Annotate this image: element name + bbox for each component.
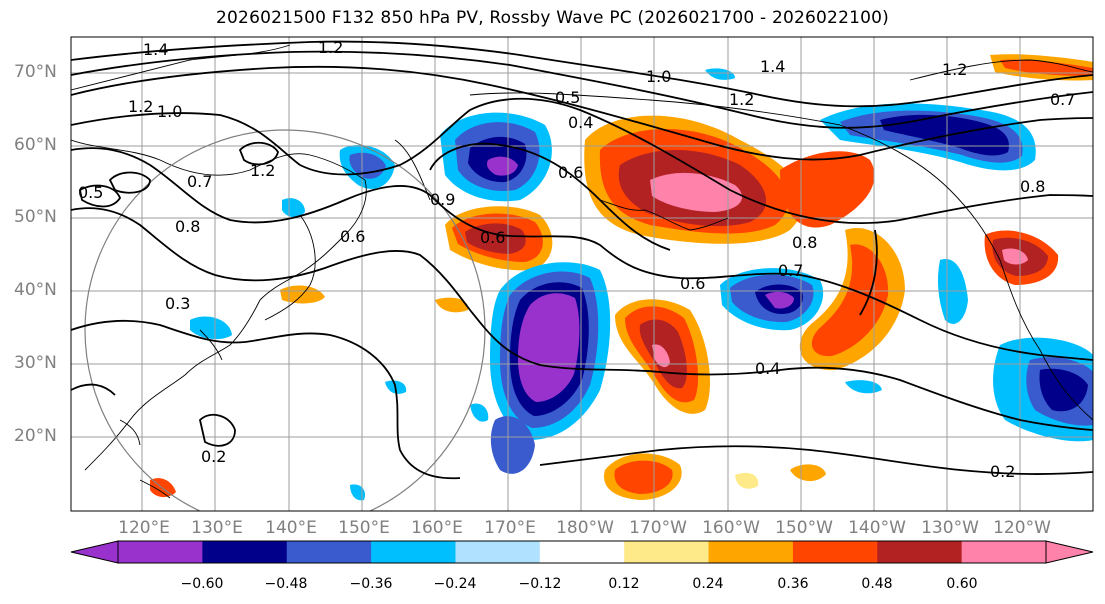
contour-label: 0.8 bbox=[792, 233, 817, 252]
colorbar-swatch bbox=[708, 541, 794, 563]
lat-label: 40°N bbox=[14, 280, 57, 300]
pv-contours bbox=[71, 40, 1093, 480]
contour-label: 1.2 bbox=[250, 161, 275, 180]
contour-label: 0.6 bbox=[680, 274, 705, 293]
contour-label: 0.2 bbox=[201, 447, 226, 466]
lon-label: 160°E bbox=[411, 518, 463, 538]
lon-label: 160°W bbox=[702, 518, 760, 538]
lon-label: 140°W bbox=[848, 518, 906, 538]
contour-label: 1.0 bbox=[157, 102, 182, 121]
colorbar-swatch bbox=[455, 541, 541, 563]
projection-circle bbox=[84, 129, 486, 511]
lon-label: 170°E bbox=[484, 518, 536, 538]
lon-label: 130°W bbox=[921, 518, 979, 538]
lat-label: 20°N bbox=[14, 426, 57, 446]
colorbar-tick-label: −0.36 bbox=[349, 576, 393, 592]
lon-label: 170°W bbox=[629, 518, 687, 538]
map-frame bbox=[70, 36, 1094, 512]
contour-label: 1.2 bbox=[942, 60, 967, 79]
contour-label: 0.3 bbox=[165, 294, 190, 313]
contour-label: 0.7 bbox=[778, 261, 803, 280]
colorbar-frame bbox=[117, 540, 1047, 564]
colorbar-swatch bbox=[624, 541, 710, 563]
colorbar-tick-label: −0.12 bbox=[518, 576, 562, 592]
lat-label: 30°N bbox=[14, 353, 57, 373]
lon-label: 180°W bbox=[556, 518, 614, 538]
colorbar-swatch bbox=[877, 541, 963, 563]
lat-label: 60°N bbox=[14, 135, 57, 155]
coastlines bbox=[71, 44, 1093, 499]
lat-label: 50°N bbox=[14, 207, 57, 227]
colorbar-swatch bbox=[371, 541, 456, 563]
lon-label: 140°E bbox=[265, 518, 317, 538]
colorbar-swatch bbox=[792, 541, 878, 563]
colorbar-tick-label: 0.48 bbox=[861, 576, 893, 592]
contour-label: 1.4 bbox=[143, 40, 168, 59]
contour-label: 0.5 bbox=[78, 183, 103, 202]
contour-label: 1.2 bbox=[729, 90, 754, 109]
lon-label: 150°W bbox=[775, 518, 833, 538]
colorbar-swatch bbox=[202, 541, 288, 563]
lat-label: 70°N bbox=[14, 62, 57, 82]
contour-label: 0.6 bbox=[558, 163, 583, 182]
contour-label-group: 1.4 1.2 1.2 1.0 1.2 0.5 0.7 0.8 0.9 0.4 … bbox=[78, 38, 1075, 481]
colorbar-tick-label: −0.48 bbox=[264, 576, 308, 592]
colorbar-tick-label: −0.60 bbox=[180, 576, 224, 592]
colorbar-extend-low bbox=[70, 540, 119, 564]
colorbar-extend-high bbox=[1045, 540, 1094, 564]
lon-label: 120°W bbox=[993, 518, 1051, 538]
contour-label: 0.4 bbox=[568, 113, 593, 132]
contour-label: 0.2 bbox=[990, 462, 1015, 481]
contour-label: 0.4 bbox=[755, 359, 780, 378]
contour-label: 0.8 bbox=[1020, 177, 1045, 196]
contour-label: 1.4 bbox=[760, 57, 785, 76]
contour-label: 0.6 bbox=[480, 228, 505, 247]
contour-label: 1.0 bbox=[646, 67, 671, 86]
colorbar-tick-label: 0.12 bbox=[608, 576, 640, 592]
contour-label: 1.2 bbox=[128, 97, 153, 116]
contour-label: 0.5 bbox=[555, 88, 580, 107]
contour-label: 0.9 bbox=[430, 190, 455, 209]
colorbar bbox=[70, 540, 1094, 564]
map-title: 2026021500 F132 850 hPa PV, Rossby Wave … bbox=[216, 8, 889, 28]
contour-label: 0.7 bbox=[187, 172, 212, 191]
lon-label: 130°E bbox=[191, 518, 243, 538]
colorbar-swatch bbox=[539, 541, 625, 563]
contour-label: 1.2 bbox=[318, 38, 343, 57]
contour-label: 0.7 bbox=[1050, 90, 1075, 109]
contour-label: 0.8 bbox=[175, 217, 200, 236]
lon-label: 120°E bbox=[118, 518, 170, 538]
colorbar-tick-label: 0.60 bbox=[946, 576, 978, 592]
graticule bbox=[71, 37, 1093, 511]
map-panel: 1.4 1.2 1.2 1.0 1.2 0.5 0.7 0.8 0.9 0.4 … bbox=[71, 37, 1093, 511]
lon-label: 150°E bbox=[338, 518, 390, 538]
colorbar-swatch bbox=[118, 541, 203, 563]
colorbar-swatch bbox=[961, 541, 1047, 563]
colorbar-tick-label: −0.24 bbox=[433, 576, 477, 592]
colorbar-tick-label: 0.24 bbox=[692, 576, 724, 592]
colorbar-swatch bbox=[286, 541, 372, 563]
colorbar-tick-label: 0.36 bbox=[777, 576, 809, 592]
contour-label: 0.6 bbox=[340, 227, 365, 246]
